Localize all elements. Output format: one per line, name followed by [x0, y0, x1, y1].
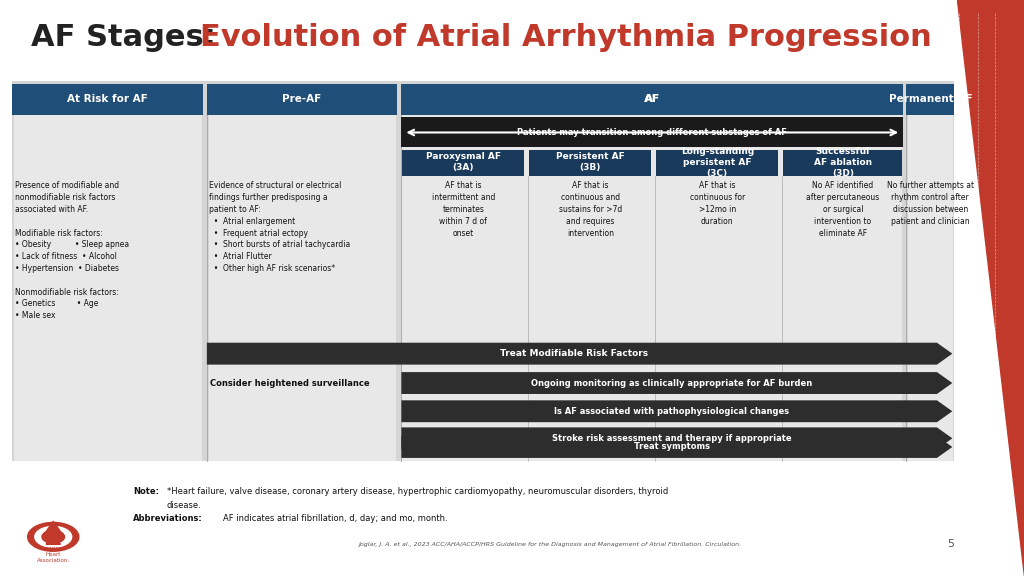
- FancyBboxPatch shape: [12, 81, 954, 461]
- Text: AF: AF: [644, 94, 660, 104]
- FancyBboxPatch shape: [207, 84, 397, 115]
- Text: Treat symptoms: Treat symptoms: [634, 442, 710, 452]
- FancyBboxPatch shape: [402, 115, 524, 461]
- FancyBboxPatch shape: [14, 115, 202, 461]
- Text: AF that is
intermittent and
terminates
within 7 d of
onset: AF that is intermittent and terminates w…: [432, 181, 495, 238]
- FancyBboxPatch shape: [906, 84, 954, 115]
- FancyBboxPatch shape: [402, 150, 524, 176]
- Text: Ongoing monitoring as clinically appropriate for AF burden: Ongoing monitoring as clinically appropr…: [531, 378, 812, 388]
- Circle shape: [42, 530, 65, 543]
- Text: Treat Modifiable Risk Factors: Treat Modifiable Risk Factors: [501, 349, 648, 358]
- Text: Long-standing
persistent AF
(3C): Long-standing persistent AF (3C): [681, 147, 754, 178]
- FancyBboxPatch shape: [656, 115, 778, 461]
- Text: Joglar, J. A. et al., 2023 ACC/AHA/ACCP/HRS Guideline for the Diagnosis and Mana: Joglar, J. A. et al., 2023 ACC/AHA/ACCP/…: [358, 542, 741, 547]
- Text: At Risk for AF: At Risk for AF: [68, 94, 147, 104]
- FancyBboxPatch shape: [401, 117, 903, 147]
- Polygon shape: [401, 427, 952, 449]
- Polygon shape: [401, 400, 952, 422]
- FancyBboxPatch shape: [783, 115, 902, 461]
- Text: *Heart failure, valve disease, coronary artery disease, hypertrophic cardiomyopa: *Heart failure, valve disease, coronary …: [167, 487, 669, 496]
- Text: Presence of modifiable and
nonmodifiable risk factors
associated with AF.

Modif: Presence of modifiable and nonmodifiable…: [15, 181, 129, 320]
- Text: Persistent AF
(3B): Persistent AF (3B): [556, 153, 625, 172]
- Text: Permanent AF: Permanent AF: [889, 94, 972, 104]
- Text: AF: AF: [645, 94, 659, 104]
- Text: AF that is
continuous and
sustains for >7d
and requires
intervention: AF that is continuous and sustains for >…: [559, 181, 622, 238]
- Text: Consider heightened surveillance: Consider heightened surveillance: [210, 378, 370, 388]
- FancyBboxPatch shape: [12, 84, 203, 115]
- Text: Evidence of structural or electrical
findings further predisposing a
patient to : Evidence of structural or electrical fin…: [209, 181, 350, 273]
- Text: Is AF associated with pathophysiological changes: Is AF associated with pathophysiological…: [554, 407, 790, 416]
- FancyBboxPatch shape: [403, 115, 902, 461]
- FancyBboxPatch shape: [908, 115, 953, 461]
- Circle shape: [28, 522, 79, 551]
- Text: Patients may transition among different substages of AF: Patients may transition among different …: [517, 128, 787, 137]
- Polygon shape: [401, 436, 952, 458]
- FancyBboxPatch shape: [783, 150, 902, 176]
- Text: Stroke risk assessment and therapy if appropriate: Stroke risk assessment and therapy if ap…: [552, 434, 792, 443]
- FancyBboxPatch shape: [529, 115, 651, 461]
- Text: Note:: Note:: [133, 487, 159, 496]
- Text: AF that is
continuous for
>12mo in
duration: AF that is continuous for >12mo in durat…: [690, 181, 744, 226]
- FancyBboxPatch shape: [656, 150, 778, 176]
- Circle shape: [35, 526, 72, 547]
- Text: American
Heart
Association.: American Heart Association.: [37, 546, 70, 563]
- Text: AF indicates atrial fibrillation, d, day; and mo, month.: AF indicates atrial fibrillation, d, day…: [223, 514, 447, 523]
- Text: No further attempts at
rhythm control after
discussion between
patient and clini: No further attempts at rhythm control af…: [887, 181, 974, 226]
- Polygon shape: [44, 521, 62, 544]
- Text: Abbreviations:: Abbreviations:: [133, 514, 203, 523]
- Polygon shape: [207, 343, 952, 365]
- Polygon shape: [957, 0, 1024, 576]
- Polygon shape: [401, 372, 952, 394]
- Text: Paroxysmal AF
(3A): Paroxysmal AF (3A): [426, 153, 501, 172]
- FancyBboxPatch shape: [209, 115, 396, 461]
- Text: AF Stages:: AF Stages:: [31, 23, 226, 52]
- Text: disease.: disease.: [167, 501, 202, 510]
- Text: Evolution of Atrial Arrhythmia Progression: Evolution of Atrial Arrhythmia Progressi…: [200, 23, 932, 52]
- FancyBboxPatch shape: [529, 150, 651, 176]
- FancyBboxPatch shape: [401, 84, 903, 115]
- Text: No AF identified
after percutaneous
or surgical
intervention to
eliminate AF: No AF identified after percutaneous or s…: [806, 181, 880, 238]
- Text: Pre-AF: Pre-AF: [283, 94, 322, 104]
- Text: 5: 5: [947, 539, 954, 550]
- Text: Successful
AF ablation
(3D): Successful AF ablation (3D): [814, 147, 871, 178]
